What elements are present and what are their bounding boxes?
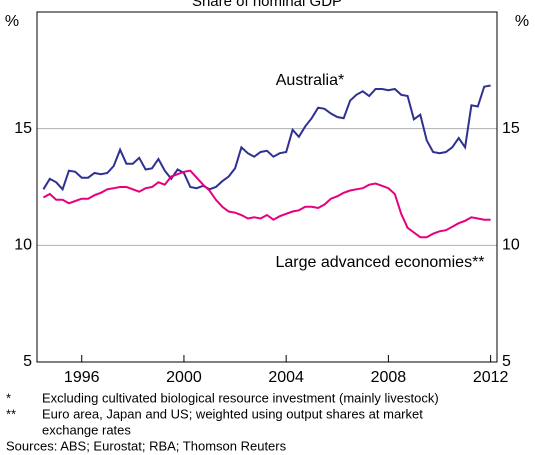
- y-unit-left: %: [5, 13, 19, 30]
- x-tick-label: 2000: [166, 369, 202, 386]
- note-marker: *: [6, 390, 11, 405]
- plot-frame: [36, 11, 498, 363]
- series-line: [42, 84, 491, 192]
- chart-title: Share of nominal GDP: [192, 0, 342, 10]
- x-tick-label: 2004: [268, 369, 304, 386]
- x-tick-label: 2008: [371, 369, 407, 386]
- series-label: Large advanced economies**: [275, 254, 484, 271]
- note-marker: **: [6, 406, 16, 421]
- x-tick-label: 2012: [473, 369, 509, 386]
- series-line: [42, 169, 491, 239]
- note-text: exchange rates: [42, 422, 131, 437]
- y-tick-label-right: 5: [502, 353, 511, 370]
- y-tick-label-left: 5: [23, 353, 32, 370]
- y-tick-label-left: 15: [14, 120, 32, 137]
- series-label: Australia*: [276, 72, 344, 89]
- y-tick-label-right: 10: [502, 237, 520, 254]
- x-tick-label: 1996: [64, 369, 100, 386]
- y-tick-label-left: 10: [14, 237, 32, 254]
- sources: Sources: ABS; Eurostat; RBA; Thomson Reu…: [6, 438, 287, 453]
- note-text: Euro area, Japan and US; weighted using …: [42, 406, 423, 421]
- note-text: Excluding cultivated biological resource…: [42, 390, 439, 405]
- y-tick-label-right: 15: [502, 120, 520, 137]
- y-unit-right: %: [515, 13, 529, 30]
